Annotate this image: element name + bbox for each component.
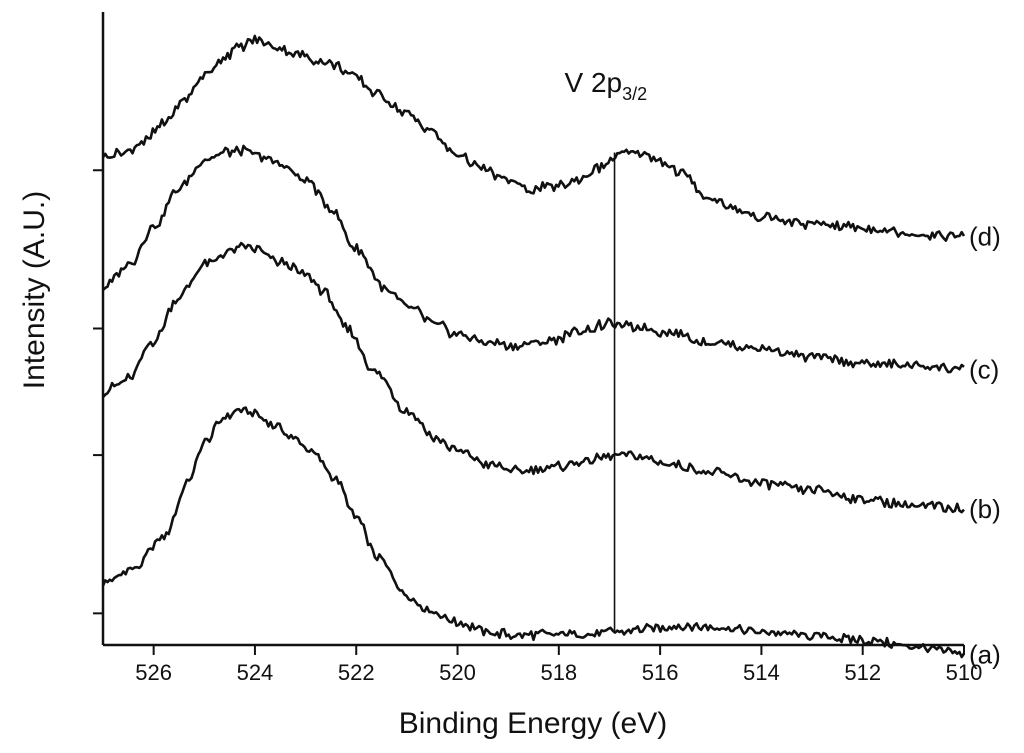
series-label: (c) — [969, 355, 999, 385]
x-tick-label: 514 — [743, 660, 780, 685]
x-tick-label: 520 — [439, 660, 476, 685]
axes — [101, 12, 964, 647]
x-tick-label: 510 — [946, 660, 983, 685]
annotation: V 2p3/2 — [565, 67, 648, 631]
x-ticks: 526 524 522 520 518 516 514 512 510 — [135, 645, 982, 685]
y-ticks — [93, 169, 103, 615]
series-label: (d) — [969, 222, 1001, 252]
annotation-subscript: 3/2 — [622, 84, 647, 104]
x-tick-label: 526 — [135, 660, 172, 685]
x-axis-title: Binding Energy (eV) — [399, 707, 667, 740]
x-tick-label: 518 — [540, 660, 577, 685]
x-tick-label: 512 — [844, 660, 881, 685]
series-line — [101, 34, 966, 242]
series-line — [102, 144, 965, 374]
annotation-main-text: V 2p — [565, 67, 623, 98]
y-axis-title: Intensity (A.U.) — [18, 191, 51, 389]
x-tick-label: 524 — [237, 660, 274, 685]
series-line — [101, 406, 966, 659]
series-label: (a) — [969, 639, 1001, 669]
x-tick-label: 516 — [642, 660, 679, 685]
series-label: (b) — [969, 494, 1001, 524]
x-tick-label: 522 — [338, 660, 375, 685]
annotation-label: V 2p3/2 — [565, 67, 648, 104]
series-lines: (a) (b) (c) (d) — [101, 34, 1001, 669]
series-line — [102, 241, 965, 514]
